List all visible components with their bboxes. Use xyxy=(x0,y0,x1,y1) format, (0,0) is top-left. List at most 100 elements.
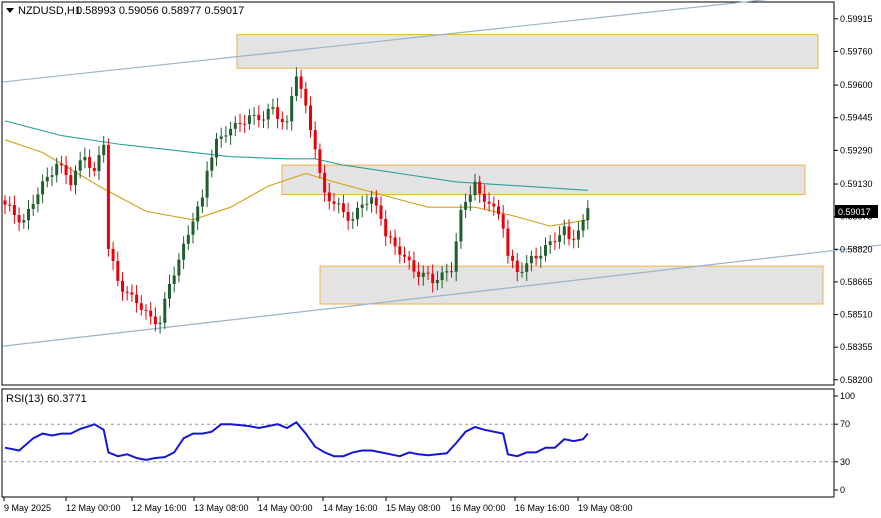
candle xyxy=(497,199,500,220)
candle xyxy=(407,250,411,270)
candle xyxy=(64,155,68,185)
candle-body xyxy=(41,181,45,195)
candle-body xyxy=(492,203,496,207)
price-tick-label: 0.59130 xyxy=(840,179,873,189)
candle xyxy=(431,264,435,293)
candle-body xyxy=(313,130,317,150)
candle xyxy=(243,114,247,133)
candle-body xyxy=(539,255,543,259)
candle-body xyxy=(459,209,463,242)
time-tick-label: 9 May 2025 xyxy=(4,503,51,513)
candle xyxy=(121,272,124,301)
candle xyxy=(74,165,77,195)
time-tick-label: 12 May 16:00 xyxy=(132,503,187,513)
candle xyxy=(200,189,204,214)
candle-body xyxy=(435,280,439,284)
candle-body xyxy=(468,195,472,202)
candle xyxy=(163,292,167,329)
candle-body xyxy=(548,241,552,246)
price-tick-label: 0.58820 xyxy=(840,244,873,254)
candle-body xyxy=(280,119,284,123)
dropdown-triangle-icon[interactable] xyxy=(6,8,14,13)
candle xyxy=(168,274,171,308)
candle xyxy=(435,270,439,291)
candle-body xyxy=(346,211,350,221)
candle xyxy=(229,121,233,145)
candle xyxy=(59,155,63,174)
price-tick-label: 0.59760 xyxy=(840,46,873,56)
candle-body xyxy=(450,271,453,273)
candle-body xyxy=(102,144,106,156)
candle xyxy=(45,167,49,188)
candle-body xyxy=(323,172,327,193)
candle xyxy=(459,204,463,249)
price-tick-label: 0.59290 xyxy=(840,145,873,155)
candle-body xyxy=(384,218,388,237)
candle-body xyxy=(337,203,341,205)
candle-body xyxy=(464,201,468,210)
price-tick-label: 0.59445 xyxy=(840,113,873,123)
candle-body xyxy=(393,237,397,247)
time-tick-label: 19 May 08:00 xyxy=(578,503,633,513)
candle-body xyxy=(417,271,421,277)
price-label-box: 0.59017 xyxy=(835,205,878,218)
candle xyxy=(280,111,284,130)
zone-2 xyxy=(319,265,824,305)
zone-0 xyxy=(236,34,819,69)
price-tick-label: 0.58665 xyxy=(840,277,873,287)
candle-body xyxy=(478,181,482,194)
candle-body xyxy=(97,155,101,172)
candle-body xyxy=(153,316,157,325)
candle xyxy=(417,262,421,286)
rsi-tick-label: 0 xyxy=(840,485,845,495)
candle xyxy=(12,195,16,224)
candle-body xyxy=(553,241,557,243)
candle-body xyxy=(412,260,416,272)
candle-body xyxy=(525,263,529,272)
price-tick-label: 0.59915 xyxy=(840,14,873,24)
candle xyxy=(36,187,40,213)
candle xyxy=(548,235,552,255)
candle-body xyxy=(572,239,576,241)
price-tick-label: 0.58510 xyxy=(840,310,873,320)
candle xyxy=(487,192,491,212)
candle-body xyxy=(487,201,491,204)
candle xyxy=(92,161,96,177)
candle xyxy=(539,246,543,268)
candle xyxy=(309,96,312,138)
candle xyxy=(525,254,529,282)
candle xyxy=(426,266,430,280)
candle xyxy=(219,127,223,148)
time-tick-label: 16 May 16:00 xyxy=(515,503,570,513)
price-tick-label: 0.58355 xyxy=(840,342,873,352)
candle xyxy=(313,121,317,159)
candle-body xyxy=(50,175,54,177)
candle-body xyxy=(285,121,289,123)
candle-body xyxy=(196,206,200,222)
candle xyxy=(501,205,505,238)
candle-body xyxy=(581,220,585,231)
candle xyxy=(196,201,200,231)
candle xyxy=(139,295,143,316)
candle-body xyxy=(177,259,181,276)
candle-body xyxy=(64,165,68,176)
time-tick-label: 14 May 16:00 xyxy=(323,503,378,513)
candle xyxy=(3,195,7,215)
candle-body xyxy=(83,156,87,161)
candle xyxy=(111,241,115,271)
candle xyxy=(492,196,496,216)
candle xyxy=(17,207,21,232)
candle-body xyxy=(567,226,571,240)
candle xyxy=(412,251,416,279)
candle-body xyxy=(558,235,562,242)
candle-body xyxy=(205,170,209,198)
candle-body xyxy=(3,200,7,205)
candle xyxy=(186,225,190,251)
candle xyxy=(370,190,374,213)
candle-body xyxy=(247,115,251,124)
candle xyxy=(384,210,388,246)
candle xyxy=(294,67,298,102)
candle xyxy=(224,126,228,143)
candle xyxy=(468,185,472,212)
